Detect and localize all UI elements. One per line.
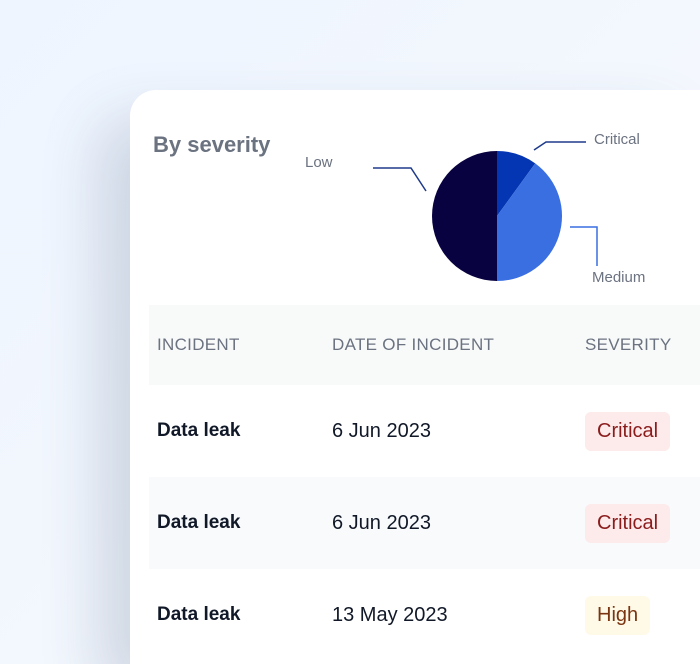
- incidents-table: INCIDENT DATE OF INCIDENT SEVERITY Data …: [149, 305, 700, 661]
- table-row[interactable]: Data leak 13 May 2023 High: [149, 569, 700, 661]
- severity-badge: High: [585, 595, 651, 635]
- header-date: DATE OF INCIDENT: [332, 335, 495, 354]
- incident-date: 13 May 2023: [332, 603, 448, 626]
- table-row[interactable]: Data leak 6 Jun 2023 Critical: [149, 385, 700, 477]
- card-title: By severity: [153, 132, 271, 157]
- incident-name: Data leak: [157, 512, 241, 533]
- leader-line-critical: [533, 141, 586, 151]
- pie-slice-low: [432, 151, 497, 281]
- leader-line-medium: [570, 226, 598, 266]
- incident-date: 6 Jun 2023: [332, 419, 431, 442]
- severity-badge: Critical: [585, 503, 671, 543]
- legend-label-medium: Medium: [592, 269, 646, 286]
- pie-slice-medium: [497, 163, 562, 281]
- severity-badge: Critical: [585, 411, 671, 451]
- pie-slice-critical: [497, 151, 536, 216]
- severity-pie-chart: [373, 141, 598, 281]
- header-severity: SEVERITY: [585, 335, 672, 354]
- legend-label-critical: Critical: [594, 131, 640, 148]
- header-incident: INCIDENT: [157, 335, 240, 354]
- incident-name: Data leak: [157, 604, 241, 625]
- leader-line-low: [373, 167, 427, 192]
- table-row[interactable]: Data leak 6 Jun 2023 Critical: [149, 477, 700, 569]
- incident-name: Data leak: [157, 420, 241, 441]
- legend-label-low: Low: [305, 154, 333, 171]
- table-header: INCIDENT DATE OF INCIDENT SEVERITY: [149, 305, 700, 385]
- incident-date: 6 Jun 2023: [332, 511, 431, 534]
- severity-card: By severity Low Critical Medium INCIDENT…: [130, 90, 700, 664]
